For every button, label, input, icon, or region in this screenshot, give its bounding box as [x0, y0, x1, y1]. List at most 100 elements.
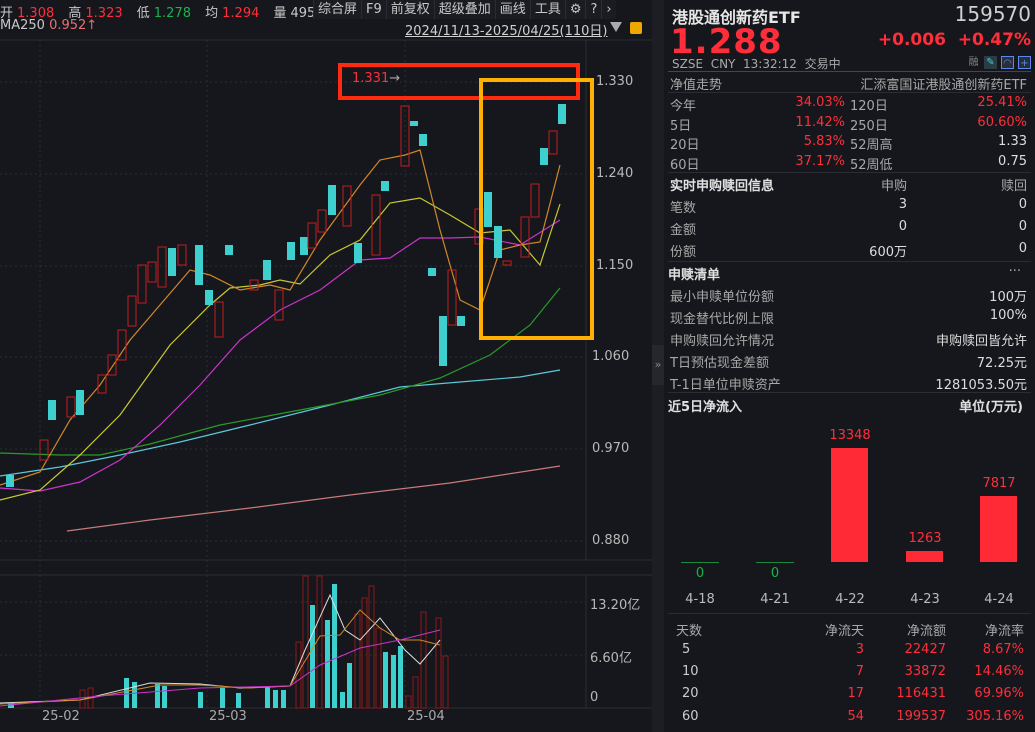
- nav-label: 今年: [670, 99, 697, 114]
- etf-price: 1.288: [670, 22, 783, 62]
- nav-value: 60.60%: [977, 115, 1027, 130]
- nav-label: 250日: [850, 119, 888, 134]
- bar-value: 7817: [982, 476, 1016, 491]
- high-label: 高: [68, 6, 82, 21]
- net-days: 3: [855, 642, 864, 657]
- trade-status: SZSE CNY 13:32:12 交易中: [672, 55, 841, 72]
- bar-4-21: [756, 562, 794, 563]
- creation-value: 1281053.50元: [935, 378, 1027, 393]
- realtime-redeem: 0: [1018, 197, 1027, 212]
- etf-change: +0.006 +0.47%: [878, 30, 1031, 50]
- toolbar-adjust[interactable]: 前复权: [385, 0, 434, 19]
- creation-value: 100%: [989, 308, 1027, 323]
- unlock-icon[interactable]: [630, 22, 642, 34]
- creation-value: 72.25元: [976, 356, 1027, 371]
- col-redeem: 赎回: [1000, 179, 1027, 194]
- net-amount: 199537: [896, 709, 946, 724]
- bell-icon[interactable]: ◠: [1001, 56, 1014, 69]
- etf-name: 港股通创新药ETF: [672, 8, 801, 27]
- volume-y-tick: 0: [590, 690, 599, 705]
- realtime-redeem: 0: [1018, 219, 1027, 234]
- days: 10: [682, 664, 699, 679]
- bar-value: 1263: [908, 531, 942, 546]
- creation-list-header: 申赎清单: [668, 268, 721, 283]
- peak-value: 1.331: [352, 71, 390, 86]
- change-value: +0.006: [877, 30, 946, 50]
- date-range-selector[interactable]: 2024/11/13-2025/04/25(110日): [405, 24, 608, 39]
- toolbar-overview[interactable]: 综合屏: [313, 0, 362, 19]
- net-days: 7: [855, 664, 864, 679]
- net-rate: 69.96%: [974, 686, 1024, 701]
- nav-header: 净值走势: [670, 78, 723, 93]
- ma-indicator: MA250 0.952↑: [0, 18, 97, 33]
- change-pct: +0.47%: [957, 30, 1031, 50]
- creation-value: 申购赎回皆允许: [935, 334, 1027, 349]
- nav-label: 5日: [670, 119, 692, 134]
- nav-value: 34.03%: [795, 95, 845, 110]
- avg-label: 均: [205, 6, 219, 21]
- realtime-label: 份额: [670, 245, 697, 260]
- fund-name: 汇添富国证港股通创新药ETF: [860, 78, 1027, 93]
- more-icon[interactable]: ···: [1008, 264, 1021, 279]
- ma-label: MA250: [0, 18, 45, 33]
- high-value: 1.323: [85, 6, 123, 21]
- nav-value: 5.83%: [803, 134, 845, 149]
- bar-date: 4-22: [835, 592, 865, 607]
- volume-y-tick: 13.20亿: [590, 598, 641, 613]
- arrow-right-icon: →: [389, 71, 401, 86]
- bar-value: 13348: [829, 428, 871, 443]
- etf-code: 159570: [954, 2, 1031, 26]
- realtime-buy: 600万: [869, 245, 907, 260]
- time: 13:32:12: [743, 57, 797, 71]
- peak-price-label: 1.331→: [352, 71, 400, 86]
- annotation-box-orange: [479, 78, 594, 340]
- realtime-label: 笔数: [670, 201, 697, 216]
- net-days: 54: [847, 709, 864, 724]
- creation-label: 最小申赎单位份额: [670, 290, 775, 305]
- x-tick: 25-03: [209, 709, 247, 724]
- net-amount: 33872: [904, 664, 946, 679]
- days: 5: [682, 642, 691, 657]
- creation-label: T日预估现金差额: [670, 356, 769, 371]
- col-buy: 申购: [880, 179, 907, 194]
- days: 60: [682, 709, 699, 724]
- toolbar-overlay[interactable]: 超级叠加: [433, 0, 495, 19]
- chevron-right-icon[interactable]: ›: [601, 0, 616, 19]
- expand-handle-icon[interactable]: »: [652, 345, 664, 385]
- bar-date: 4-23: [910, 592, 940, 607]
- bar-4-24: [980, 496, 1017, 562]
- y-tick: 1.330: [596, 74, 634, 89]
- add-icon[interactable]: +: [1018, 56, 1031, 69]
- panel-icons: 融 ✎ ◠ +: [967, 56, 1031, 69]
- y-tick: 1.060: [592, 349, 630, 364]
- bar-date: 4-24: [984, 592, 1014, 607]
- col-header: 净流额: [906, 624, 946, 639]
- nav-value: 1.33: [998, 134, 1027, 149]
- gear-icon[interactable]: ⚙: [564, 0, 586, 19]
- x-tick: 25-02: [42, 709, 80, 724]
- pencil-icon[interactable]: ✎: [984, 56, 997, 69]
- nav-label: 20日: [670, 138, 700, 153]
- nav-label: 52周低: [850, 158, 893, 173]
- creation-label: 申购赎回允许情况: [670, 334, 775, 349]
- creation-value: 100万: [989, 290, 1027, 305]
- inflow-unit: 单位(万元): [959, 400, 1023, 415]
- dropdown-arrow-icon[interactable]: [610, 22, 622, 32]
- bar-value: 0: [770, 566, 780, 581]
- y-tick: 0.880: [592, 533, 630, 548]
- price-volume-chart[interactable]: [0, 0, 652, 732]
- bar-4-18: [681, 562, 719, 563]
- nav-value: 37.17%: [795, 154, 845, 169]
- inflow-header: 近5日净流入: [668, 400, 743, 415]
- toolbar-draw[interactable]: 画线: [494, 0, 530, 19]
- nav-label: 120日: [850, 99, 888, 114]
- toolbar-f9[interactable]: F9: [361, 0, 386, 19]
- col-header: 净流天: [824, 624, 864, 639]
- question-circle-icon[interactable]: ?: [585, 0, 602, 19]
- realtime-header: 实时申购赎回信息: [670, 179, 775, 194]
- avg-value: 1.294: [222, 6, 260, 21]
- volume-label: 量: [273, 6, 287, 21]
- margin-icon[interactable]: 融: [968, 57, 979, 68]
- toolbar-tools[interactable]: 工具: [529, 0, 565, 19]
